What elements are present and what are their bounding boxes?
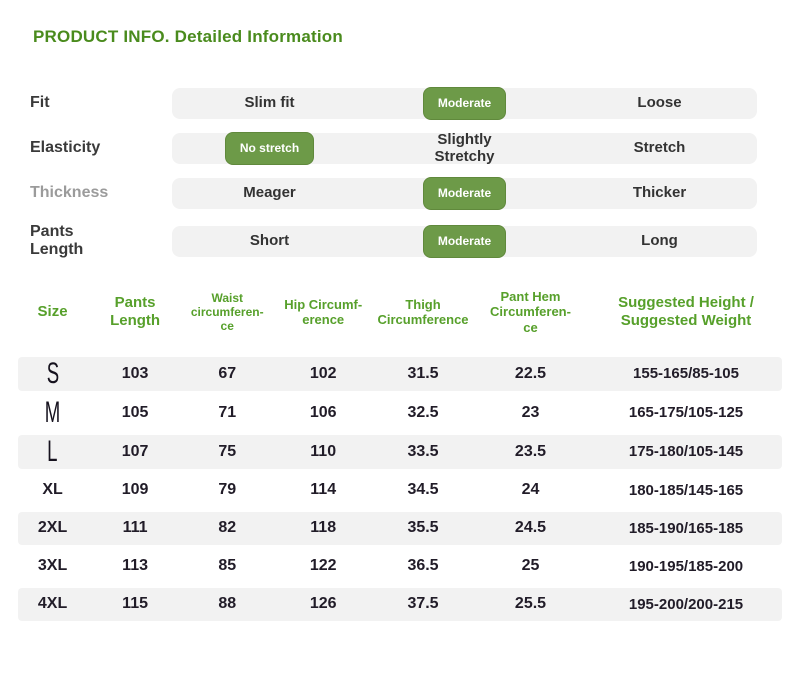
value-cell: 25 [471, 549, 590, 583]
value-cell: 102 [271, 356, 376, 391]
table-row-3xl: 3XL 113 85 122 36.5 25 190-195/185-200 [18, 549, 782, 583]
attribute-row-elasticity: Elasticity No stretch Slightly Stretchy … [30, 131, 790, 165]
column-header-pants-length: Pants Length [110, 294, 161, 330]
attribute-option: Slim fit [244, 94, 295, 112]
value-cell: 115 [87, 587, 184, 621]
attribute-section: Fit Slim fit Moderate Loose Elasticity N… [0, 87, 790, 260]
size-cell: 2XL [18, 511, 88, 545]
value-cell: 103 [87, 356, 184, 391]
value-cell: 71 [183, 395, 272, 430]
column-header-size: Size [37, 303, 68, 321]
size-cell: S [18, 356, 88, 391]
suggested-cell: 190-195/185-200 [590, 549, 782, 583]
suggested-cell: 165-175/105-125 [590, 395, 782, 430]
value-cell: 35.5 [375, 511, 471, 545]
size-cell: XL [18, 473, 88, 507]
size-cell: M [18, 395, 88, 430]
size-cell: 3XL [18, 549, 88, 583]
size-table: Size Pants Length Waist circumferen- ce … [18, 274, 782, 626]
size-value: L [47, 434, 58, 468]
attribute-option: Stretch [633, 139, 686, 157]
value-cell: 114 [271, 473, 376, 507]
attribute-option: Thicker [632, 184, 687, 202]
selected-value-badge: Moderate [422, 224, 507, 258]
attribute-option: Long [641, 232, 678, 250]
table-row-4xl: 4XL 115 88 126 37.5 25.5 195-200/200-215 [18, 587, 782, 621]
value-cell: 113 [87, 549, 184, 583]
suggested-cell: 180-185/145-165 [590, 473, 782, 507]
value-cell: 25.5 [471, 587, 590, 621]
column-header-hip: Hip Circumf- erence [284, 296, 363, 328]
size-cell: L [18, 434, 88, 469]
size-table-header-row: Size Pants Length Waist circumferen- ce … [18, 279, 782, 352]
value-cell: 33.5 [375, 434, 471, 469]
attribute-option-selected: Moderate [367, 224, 562, 258]
value-cell: 36.5 [375, 549, 471, 583]
value-cell: 32.5 [375, 395, 471, 430]
attribute-option: Slightly Stretchy [434, 131, 495, 165]
size-cell: 4XL [18, 587, 88, 621]
attribute-scale-fit: Slim fit Moderate Loose [172, 87, 757, 120]
size-value: M [44, 395, 61, 429]
table-row-l: L 107 75 110 33.5 23.5 175-180/105-145 [18, 434, 782, 469]
column-header-pant-hem: Pant Hem Circumferen- ce [490, 288, 571, 335]
attribute-label-fit: Fit [30, 94, 50, 112]
attribute-scale-pants-length: Short Moderate Long [172, 224, 757, 258]
table-row-s: S 103 67 102 31.5 22.5 155-165/85-105 [18, 356, 782, 391]
attribute-row-fit: Fit Slim fit Moderate Loose [30, 87, 790, 120]
attribute-scale-elasticity: No stretch Slightly Stretchy Stretch [172, 131, 757, 165]
value-cell: 31.5 [375, 356, 471, 391]
value-cell: 105 [87, 395, 184, 430]
selected-value-badge: Moderate [422, 177, 507, 210]
value-cell: 22.5 [471, 356, 590, 391]
suggested-cell: 155-165/85-105 [590, 356, 782, 391]
selected-value-badge: Moderate [422, 87, 507, 120]
table-row-m: M 105 71 106 32.5 23 165-175/105-125 [18, 395, 782, 430]
value-cell: 24.5 [471, 511, 590, 545]
value-cell: 75 [183, 434, 272, 469]
suggested-cell: 195-200/200-215 [590, 587, 782, 621]
attribute-option: Meager [243, 184, 296, 202]
attribute-label-thickness: Thickness [30, 184, 109, 202]
value-cell: 23.5 [471, 434, 590, 469]
value-cell: 88 [183, 587, 272, 621]
value-cell: 23 [471, 395, 590, 430]
page-title: PRODUCT INFO. Detailed Information [33, 27, 343, 46]
attribute-label-elasticity: Elasticity [30, 139, 101, 157]
table-row-xl: XL 109 79 114 34.5 24 180-185/145-165 [18, 473, 782, 507]
value-cell: 82 [183, 511, 272, 545]
value-cell: 24 [471, 473, 590, 507]
value-cell: 37.5 [375, 587, 471, 621]
column-header-suggested: Suggested Height / Suggested Weight [618, 294, 754, 330]
attribute-row-thickness: Thickness Meager Moderate Thicker [30, 177, 790, 210]
attribute-option-selected: Moderate [367, 87, 562, 120]
selected-value-badge: No stretch [224, 132, 315, 165]
value-cell: 122 [271, 549, 376, 583]
attribute-label-pants-length: Pants Length [30, 223, 84, 259]
value-cell: 126 [271, 587, 376, 621]
size-value: S [46, 356, 59, 390]
value-cell: 110 [271, 434, 376, 469]
suggested-cell: 175-180/105-145 [590, 434, 782, 469]
value-cell: 85 [183, 549, 272, 583]
product-info-panel: PRODUCT INFO. Detailed Information Fit S… [0, 27, 790, 626]
value-cell: 67 [183, 356, 272, 391]
value-cell: 34.5 [375, 473, 471, 507]
value-cell: 106 [271, 395, 376, 430]
suggested-cell: 185-190/165-185 [590, 511, 782, 545]
attribute-option-selected: Moderate [367, 177, 562, 210]
attribute-row-pants-length: Pants Length Short Moderate Long [30, 223, 790, 260]
value-cell: 111 [87, 511, 184, 545]
attribute-option: Loose [637, 94, 682, 112]
attribute-option-selected: No stretch [172, 132, 367, 165]
value-cell: 79 [183, 473, 272, 507]
column-header-waist: Waist circumferen- ce [190, 290, 264, 334]
attribute-option: Short [249, 232, 290, 250]
attribute-scale-thickness: Meager Moderate Thicker [172, 177, 757, 210]
table-row-2xl: 2XL 111 82 118 35.5 24.5 185-190/165-185 [18, 511, 782, 545]
value-cell: 109 [87, 473, 184, 507]
value-cell: 107 [87, 434, 184, 469]
value-cell: 118 [271, 511, 376, 545]
column-header-thigh: Thigh Circumference [377, 296, 469, 328]
